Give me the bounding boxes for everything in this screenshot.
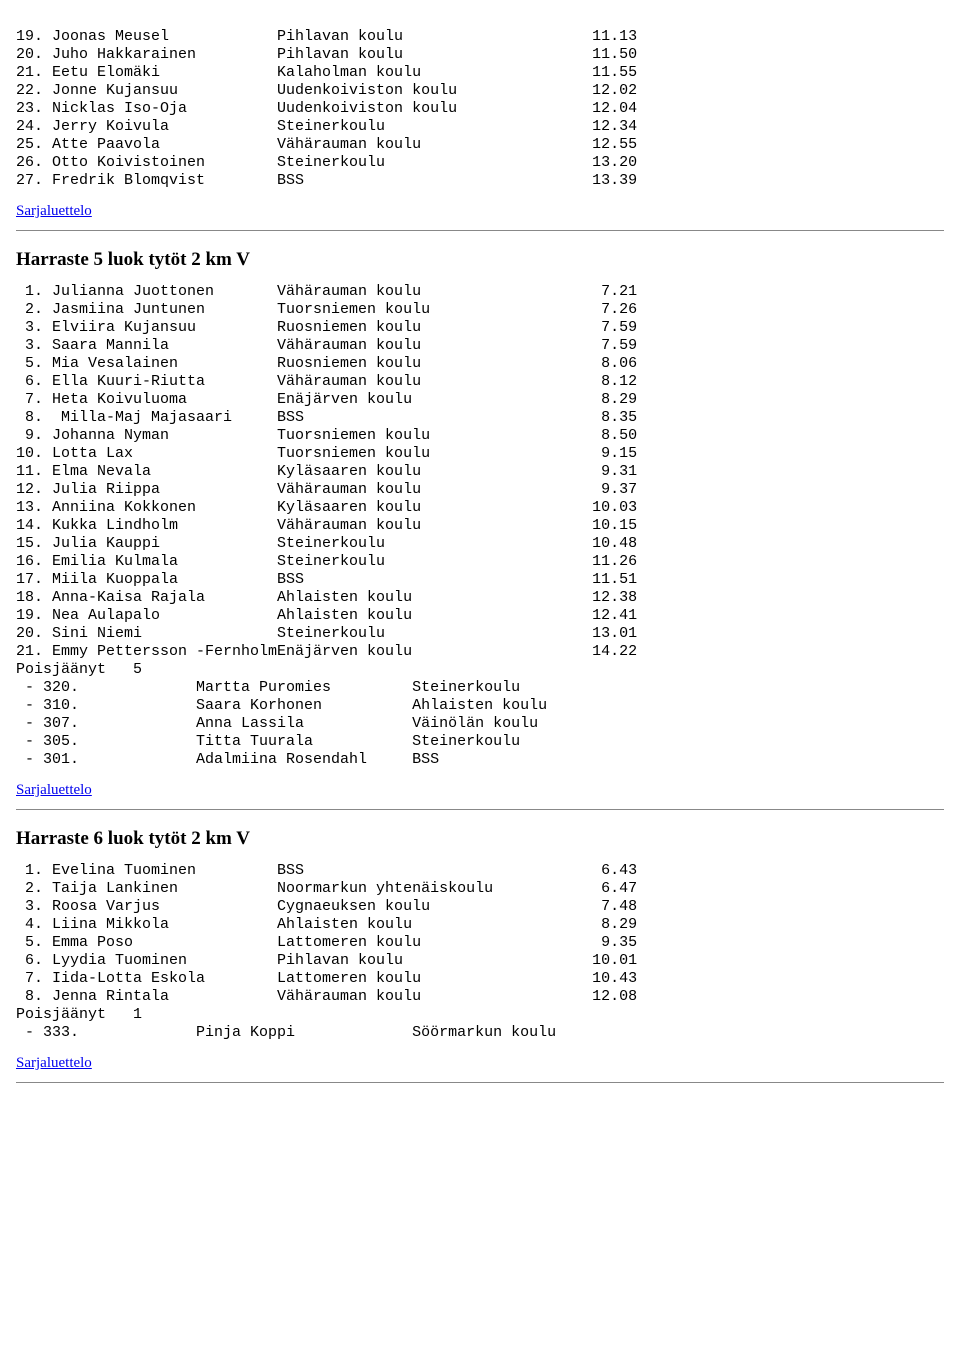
section3-title: Harraste 6 luok tytöt 2 km V bbox=[16, 828, 944, 850]
section2-title: Harraste 5 luok tytöt 2 km V bbox=[16, 249, 944, 271]
divider-2 bbox=[16, 809, 944, 810]
sarjaluettelo-link-2[interactable]: Sarjaluettelo bbox=[16, 782, 92, 798]
sarjaluettelo-link-3[interactable]: Sarjaluettelo bbox=[16, 1055, 92, 1071]
section2-results: 1. Julianna Juottonen Vähärauman koulu 7… bbox=[16, 283, 944, 769]
section1-results: 19. Joonas Meusel Pihlavan koulu 11.13 2… bbox=[16, 28, 944, 190]
sarjaluettelo-link-1[interactable]: Sarjaluettelo bbox=[16, 203, 92, 219]
divider-3 bbox=[16, 1082, 944, 1083]
section3-results: 1. Evelina Tuominen BSS 6.43 2. Taija La… bbox=[16, 862, 944, 1042]
divider-1 bbox=[16, 230, 944, 231]
